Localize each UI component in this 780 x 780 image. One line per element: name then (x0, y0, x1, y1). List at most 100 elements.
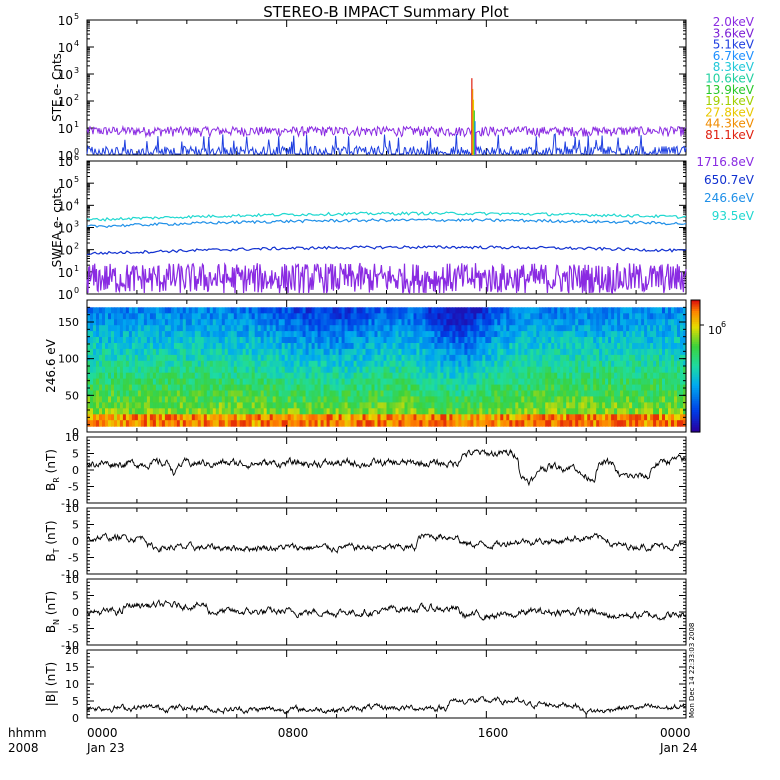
spec-cell (410, 343, 415, 350)
spec-cell (518, 348, 522, 356)
spec-cell (467, 420, 471, 427)
spec-cell (425, 366, 429, 374)
spec-cell (108, 325, 112, 332)
spec-cell (578, 420, 582, 427)
spec-cell (653, 372, 657, 380)
spec-cell (674, 337, 678, 344)
spec-cell (128, 372, 133, 380)
spec-cell (266, 337, 271, 344)
spec-cell (626, 319, 630, 326)
spec-cell (587, 325, 591, 332)
spec-cell (269, 384, 274, 392)
spec-cell (557, 402, 561, 409)
spec-cell (140, 360, 145, 368)
spec-cell (108, 414, 112, 421)
spec-cell (218, 307, 223, 314)
spec-cell (152, 414, 157, 421)
spec-cell (311, 372, 316, 380)
spec-cell (206, 366, 211, 374)
spec-cell (518, 396, 522, 403)
spec-cell (266, 313, 271, 320)
spec-cell (440, 313, 444, 320)
spec-cell (440, 402, 444, 409)
spec-cell (383, 354, 388, 362)
spec-cell (266, 396, 271, 403)
spec-cell (143, 390, 148, 397)
spec-cell (530, 319, 534, 326)
spec-cell (320, 408, 325, 415)
spec-cell (614, 420, 618, 427)
spec-cell (545, 414, 549, 421)
spec-cell (479, 408, 483, 415)
spec-cell (650, 378, 654, 386)
spec-cell (605, 343, 609, 350)
spec-cell (533, 384, 537, 392)
spec-cell (641, 384, 645, 392)
spec-cell (569, 390, 573, 397)
spec-cell (620, 319, 624, 326)
spec-cell (425, 319, 429, 326)
spec-cell (332, 354, 337, 362)
spec-cell (545, 372, 549, 380)
spec-cell (365, 307, 370, 314)
spec-cell (404, 390, 409, 397)
spec-cell (605, 331, 609, 338)
spec-cell (620, 331, 624, 338)
spec-cell (371, 378, 376, 386)
spec-cell (233, 396, 238, 403)
spec-cell (185, 337, 190, 344)
spec-cell (416, 366, 420, 374)
spec-cell (155, 402, 160, 409)
spec-cell (398, 319, 403, 326)
spec-cell (194, 348, 199, 356)
spec-cell (536, 384, 540, 392)
spec-cell (105, 313, 109, 320)
spec-cell (266, 366, 271, 374)
spec-cell (350, 325, 355, 332)
spec-cell (656, 319, 660, 326)
spec-cell (644, 307, 648, 314)
spec-cell (395, 360, 400, 368)
spec-cell (161, 348, 166, 356)
spec-cell (344, 414, 349, 421)
spec-cell (203, 319, 208, 326)
spec-cell (563, 420, 567, 427)
spec-cell (578, 360, 582, 368)
spec-cell (626, 414, 630, 421)
spec-cell (203, 354, 208, 362)
spec-cell (446, 354, 450, 362)
spec-cell (683, 420, 687, 427)
spec-cell (218, 354, 223, 362)
spec-cell (290, 366, 295, 374)
spec-cell (539, 331, 543, 338)
spec-cell (326, 414, 331, 421)
spec-cell (254, 307, 259, 314)
spec-cell (260, 319, 265, 326)
spec-cell (557, 331, 561, 338)
spec-cell (203, 384, 208, 392)
spec-cell (542, 337, 546, 344)
spec-cell (434, 372, 438, 380)
spec-cell (215, 319, 220, 326)
spec-cell (245, 319, 250, 326)
spec-cell (323, 348, 328, 356)
spec-cell (341, 378, 346, 386)
spec-cell (383, 360, 388, 368)
spec-cell (641, 360, 645, 368)
spec-cell (494, 420, 498, 427)
spec-cell (134, 307, 139, 314)
spec-cell (161, 408, 166, 415)
spec-cell (530, 348, 534, 356)
spec-cell (114, 354, 118, 362)
spec-cell (488, 408, 492, 415)
spec-cell (380, 343, 385, 350)
spec-ytick-label: 150 (58, 316, 79, 329)
spec-cell (149, 396, 154, 403)
spec-cell (284, 402, 289, 409)
spec-cell (99, 408, 103, 415)
spec-cell (605, 402, 609, 409)
spec-cell (668, 420, 672, 427)
spec-cell (446, 348, 450, 356)
spec-cell (344, 420, 349, 427)
spec-cell (359, 348, 364, 356)
